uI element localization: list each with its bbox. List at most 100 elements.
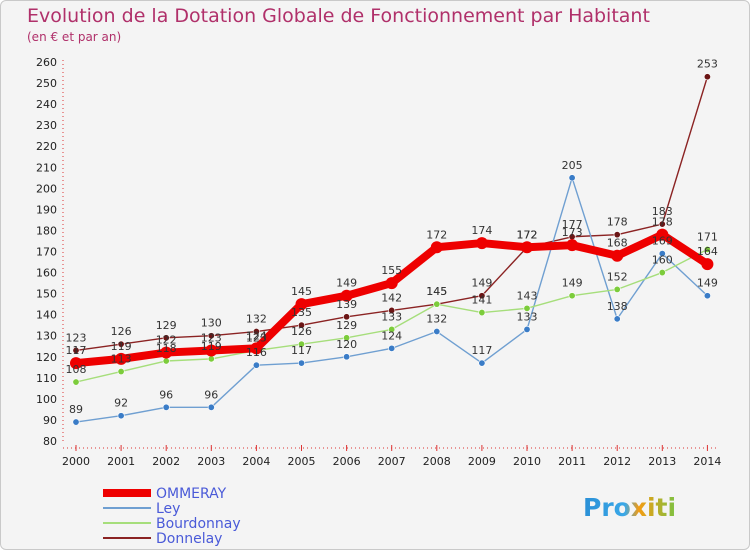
x-tick-label: 2014 (693, 455, 721, 468)
data-label-donnelay: 130 (201, 317, 222, 330)
data-label-donnelay: 145 (426, 285, 447, 298)
data-point-ommeray (340, 289, 353, 302)
y-tick-label: 190 (36, 203, 57, 216)
y-tick-label: 140 (36, 309, 57, 322)
data-point-donnelay (343, 313, 351, 321)
data-label-donnelay: 177 (562, 218, 583, 231)
x-tick-label: 2009 (468, 455, 496, 468)
series-ommeray (70, 228, 714, 370)
data-label-ommeray: 149 (336, 277, 357, 290)
data-point-ommeray (70, 357, 82, 370)
y-tick-label: 230 (36, 119, 57, 132)
data-point-ommeray (250, 342, 263, 355)
data-label-bourdonnay: 108 (66, 363, 87, 376)
data-label-ley: 116 (246, 346, 267, 359)
data-label-ley: 169 (652, 235, 673, 248)
data-label-bourdonnay: 129 (336, 319, 357, 332)
data-point-ley (613, 315, 621, 323)
y-tick-label: 210 (36, 161, 57, 174)
data-point-ley (117, 412, 125, 420)
y-tick-label: 120 (36, 351, 57, 364)
x-tick-label: 2013 (648, 455, 676, 468)
data-label-ommeray: 122 (156, 334, 177, 347)
legend-label-ley: Ley (156, 501, 180, 517)
data-point-bourdonnay (613, 285, 621, 293)
y-tick-label: 200 (36, 182, 57, 195)
data-label-ley: 124 (381, 329, 402, 342)
data-point-ley (297, 359, 305, 367)
data-point-donnelay (252, 328, 260, 336)
data-label-bourdonnay: 171 (697, 230, 718, 243)
y-tick-label: 170 (36, 246, 57, 259)
legend-label-bourdonnay: Bourdonnay (156, 516, 241, 532)
chart-title: Evolution de la Dotation Globale de Fonc… (27, 5, 650, 27)
y-tick-label: 240 (36, 98, 57, 111)
data-point-ommeray (205, 344, 218, 357)
y-tick-label: 80 (43, 435, 57, 448)
legend-label-ommeray: OMMERAY (156, 486, 227, 502)
data-point-ommeray (701, 258, 714, 271)
series-layer (70, 73, 714, 426)
chart-subtitle: (en € et par an) (27, 30, 121, 44)
data-label-ley: 96 (204, 388, 218, 401)
data-label-ommeray: 145 (291, 285, 312, 298)
data-label-ommeray: 172 (517, 228, 538, 241)
data-label-donnelay: 132 (246, 313, 267, 326)
x-tick-label: 2002 (152, 455, 180, 468)
data-label-bourdonnay: 118 (156, 342, 177, 355)
data-point-bourdonnay (117, 368, 125, 376)
data-label-donnelay: 183 (652, 205, 673, 218)
data-point-ley (252, 361, 260, 369)
data-label-bourdonnay: 133 (381, 310, 402, 323)
data-point-donnelay (162, 334, 170, 342)
data-label-ommeray: 172 (426, 228, 447, 241)
data-point-donnelay (703, 73, 711, 81)
data-point-ley (388, 344, 396, 352)
data-label-ley: 89 (69, 403, 83, 416)
data-point-bourdonnay (478, 309, 486, 317)
data-label-bourdonnay: 143 (517, 289, 538, 302)
data-point-donnelay (117, 340, 125, 348)
data-point-donnelay (388, 306, 396, 314)
data-point-ommeray (385, 277, 398, 290)
data-label-ommeray: 174 (471, 224, 492, 237)
data-point-ommeray (160, 346, 173, 359)
data-label-ley: 149 (697, 277, 718, 290)
data-point-ley (658, 250, 666, 258)
data-point-ley (568, 174, 576, 182)
data-point-bourdonnay (433, 300, 441, 308)
data-label-ommeray: 119 (111, 340, 132, 353)
data-label-ommeray: 164 (697, 245, 718, 258)
y-tick-label: 250 (36, 77, 57, 90)
x-tick-label: 2004 (242, 455, 270, 468)
data-point-bourdonnay (388, 325, 396, 333)
data-point-ley (162, 403, 170, 411)
data-label-donnelay: 172 (517, 228, 538, 241)
data-label-donnelay: 123 (66, 331, 87, 344)
x-tick-label: 2008 (423, 455, 451, 468)
data-label-donnelay: 149 (471, 277, 492, 290)
data-point-bourdonnay (162, 357, 170, 365)
data-label-bourdonnay: 152 (607, 270, 628, 283)
y-tick-label: 100 (36, 393, 57, 406)
data-label-ommeray: 168 (607, 237, 628, 250)
y-tick-label: 90 (43, 414, 57, 427)
data-point-ommeray (475, 237, 488, 250)
data-point-ommeray (656, 228, 669, 241)
data-label-bourdonnay: 113 (111, 353, 132, 366)
data-point-bourdonnay (72, 378, 80, 386)
x-tick-label: 2003 (197, 455, 225, 468)
data-label-bourdonnay: 119 (201, 340, 222, 353)
data-point-ley (703, 292, 711, 300)
data-label-ley: 133 (517, 310, 538, 323)
data-label-ley: 117 (291, 344, 312, 357)
data-label-bourdonnay: 145 (426, 285, 447, 298)
data-label-ley: 117 (471, 344, 492, 357)
data-label-donnelay: 253 (697, 58, 718, 71)
x-tick-label: 2010 (513, 455, 541, 468)
data-point-bourdonnay (343, 334, 351, 342)
data-point-bourdonnay (297, 340, 305, 348)
